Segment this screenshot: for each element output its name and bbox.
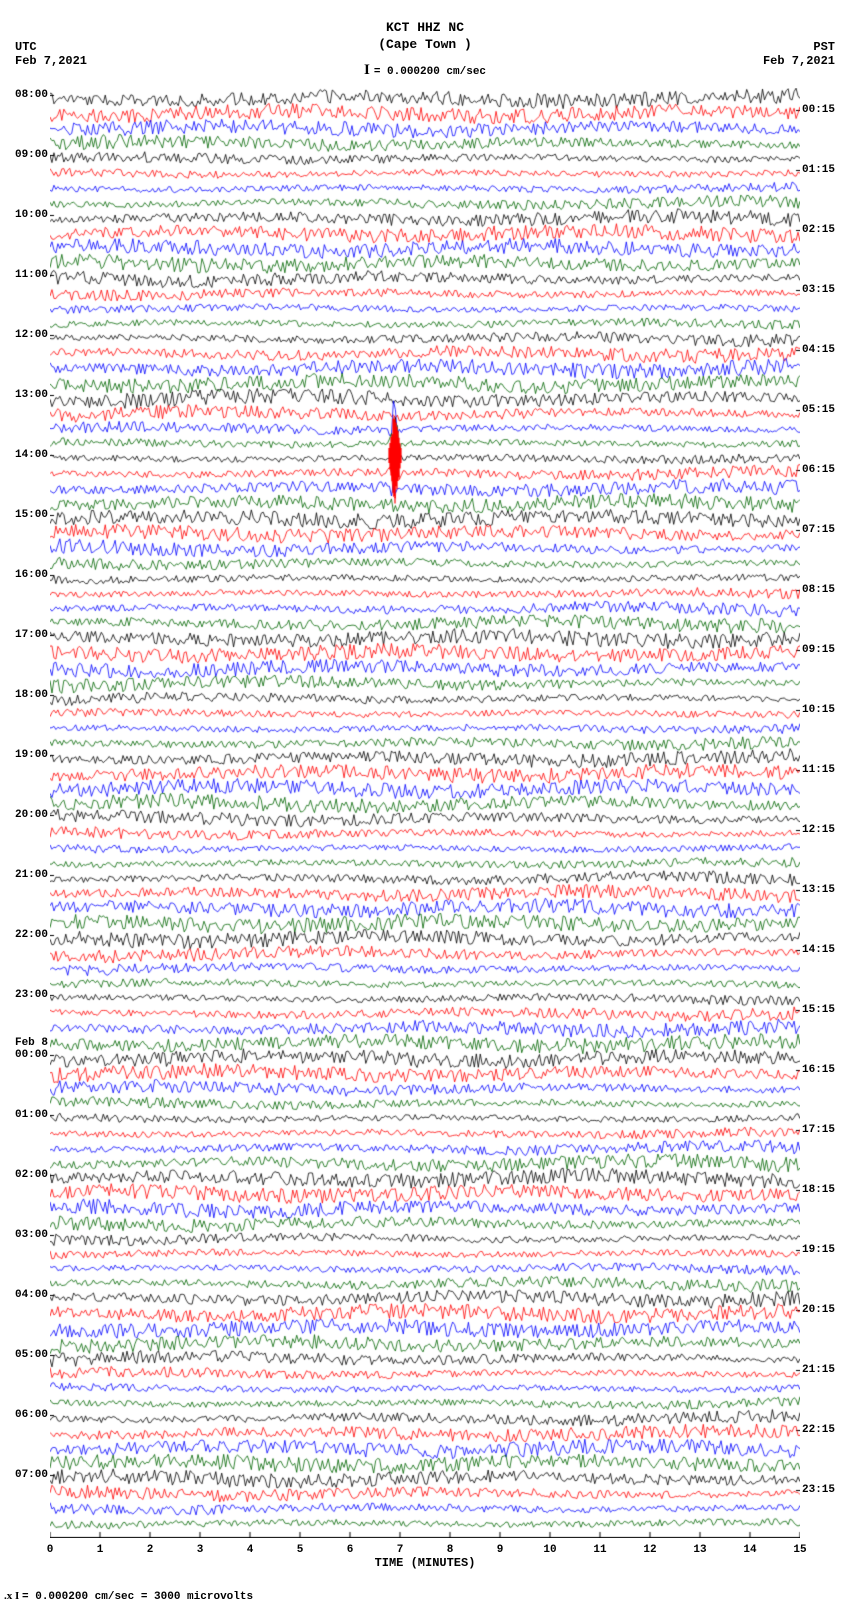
pst-tick: 16:15 (802, 1065, 847, 1076)
x-axis-label: TIME (MINUTES) (50, 1556, 800, 1570)
pst-tick: 11:15 (802, 765, 847, 776)
utc-tick: 17:00 (3, 630, 48, 641)
utc-tick: 10:00 (3, 210, 48, 221)
utc-tick: 11:00 (3, 270, 48, 281)
pst-tick: 03:15 (802, 285, 847, 296)
pst-tick: 23:15 (802, 1485, 847, 1496)
pst-tick: 05:15 (802, 405, 847, 416)
pst-tick: 19:15 (802, 1245, 847, 1256)
station-id: KCT HHZ NC (0, 20, 850, 35)
x-tick: 1 (97, 1544, 104, 1556)
x-tick: 10 (543, 1544, 556, 1556)
utc-tick: 14:00 (3, 450, 48, 461)
pst-tick: 21:15 (802, 1365, 847, 1376)
utc-tick: 01:00 (3, 1110, 48, 1121)
utc-tick: 00:00 (3, 1050, 48, 1061)
x-tick: 0 (47, 1544, 54, 1556)
pst-tick: 10:15 (802, 705, 847, 716)
pst-tick: 01:15 (802, 165, 847, 176)
utc-tick: 13:00 (3, 390, 48, 401)
header: KCT HHZ NC (Cape Town ) = 0.000200 cm/se… (0, 20, 850, 79)
pst-tick: 20:15 (802, 1305, 847, 1316)
utc-tick: 22:00 (3, 930, 48, 941)
seismogram-plot: TIME (MINUTES) 08:0009:0010:0011:0012:00… (50, 88, 800, 1538)
pst-tick: 02:15 (802, 225, 847, 236)
utc-tick: 20:00 (3, 810, 48, 821)
utc-tick: 03:00 (3, 1230, 48, 1241)
pst-tick: 09:15 (802, 645, 847, 656)
x-tick: 13 (693, 1544, 706, 1556)
station-name: (Cape Town ) (0, 37, 850, 52)
x-tick: 4 (247, 1544, 254, 1556)
x-tick: 15 (793, 1544, 806, 1556)
utc-tick: 05:00 (3, 1350, 48, 1361)
pst-tick: 08:15 (802, 585, 847, 596)
utc-tick: 07:00 (3, 1470, 48, 1481)
x-tick: 6 (347, 1544, 354, 1556)
utc-tick: 02:00 (3, 1170, 48, 1181)
x-tick: 5 (297, 1544, 304, 1556)
utc-tick: 15:00 (3, 510, 48, 521)
pst-tick: 04:15 (802, 345, 847, 356)
pst-tick: 17:15 (802, 1125, 847, 1136)
pst-tick: 12:15 (802, 825, 847, 836)
scale-bar: = 0.000200 cm/sec (0, 62, 850, 79)
x-tick: 7 (397, 1544, 404, 1556)
utc-tick: 08:00 (3, 90, 48, 101)
utc-tick: 23:00 (3, 990, 48, 1001)
pst-tick: 14:15 (802, 945, 847, 956)
utc-tick: 12:00 (3, 330, 48, 341)
pst-tick: 00:15 (802, 105, 847, 116)
x-tick: 2 (147, 1544, 154, 1556)
pst-tick: 13:15 (802, 885, 847, 896)
x-tick: 14 (743, 1544, 756, 1556)
pst-tick: 22:15 (802, 1425, 847, 1436)
utc-tick: 09:00 (3, 150, 48, 161)
utc-tick: 21:00 (3, 870, 48, 881)
x-tick: 9 (497, 1544, 504, 1556)
day-change-label: Feb 8 (3, 1037, 48, 1049)
utc-tick: 18:00 (3, 690, 48, 701)
seismogram-container: UTC Feb 7,2021 PST Feb 7,2021 KCT HHZ NC… (0, 0, 850, 1613)
utc-tick: 16:00 (3, 570, 48, 581)
x-tick: 12 (643, 1544, 656, 1556)
x-tick: 8 (447, 1544, 454, 1556)
pst-tick: 07:15 (802, 525, 847, 536)
x-tick: 3 (197, 1544, 204, 1556)
footer-scale: .x I = 0.000200 cm/sec = 3000 microvolts (4, 1590, 253, 1603)
utc-tick: 19:00 (3, 750, 48, 761)
pst-tick: 06:15 (802, 465, 847, 476)
seismogram-canvas (50, 88, 800, 1538)
pst-tick: 18:15 (802, 1185, 847, 1196)
utc-tick: 06:00 (3, 1410, 48, 1421)
pst-tick: 15:15 (802, 1005, 847, 1016)
x-tick: 11 (593, 1544, 606, 1556)
utc-tick: 04:00 (3, 1290, 48, 1301)
